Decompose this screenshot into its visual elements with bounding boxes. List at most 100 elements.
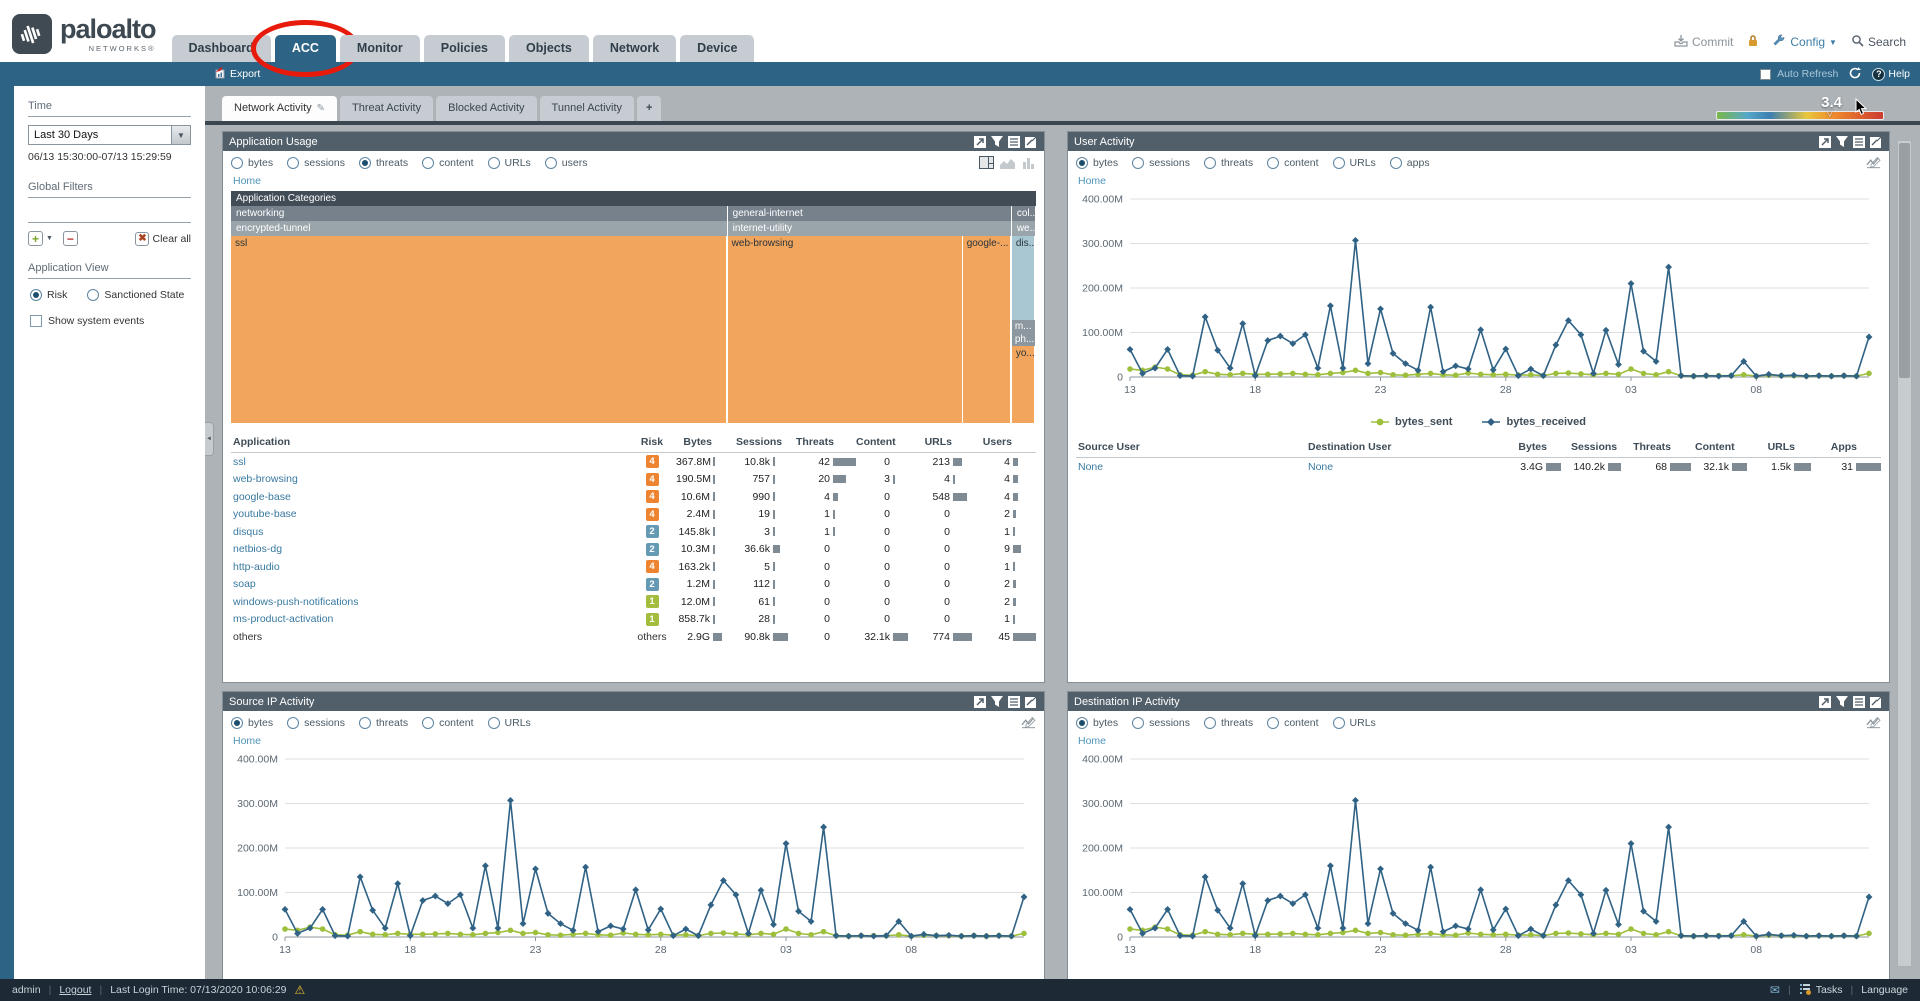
jump-to-logs-icon[interactable] xyxy=(1869,134,1883,149)
column-header[interactable]: Application xyxy=(233,436,291,448)
scrollbar-thumb[interactable] xyxy=(1899,143,1910,378)
application-link[interactable]: windows-push-notifications xyxy=(233,595,359,608)
radio-apps[interactable]: apps xyxy=(1389,156,1430,169)
radio-urls[interactable]: URLs xyxy=(1332,156,1376,169)
radio-button[interactable] xyxy=(1389,156,1402,169)
treemap-cell[interactable]: ssl xyxy=(231,236,727,423)
remove-filter-button[interactable]: − xyxy=(62,231,78,246)
add-tab-button[interactable]: + xyxy=(637,96,662,121)
jump-to-logs-icon[interactable] xyxy=(1869,694,1883,709)
application-link[interactable]: ssl xyxy=(233,455,246,468)
radio-button[interactable] xyxy=(358,156,371,169)
show-system-events-checkbox[interactable] xyxy=(30,315,42,327)
tasks-button[interactable]: Tasks xyxy=(1799,983,1843,998)
treemap-cell[interactable]: web-browsing xyxy=(727,236,963,423)
treemap-cell[interactable]: google-... xyxy=(962,236,1011,423)
acc-tab-blocked-activity[interactable]: Blocked Activity xyxy=(436,96,537,121)
column-header[interactable]: Sessions xyxy=(736,436,783,448)
line-graph-icon[interactable] xyxy=(1866,716,1881,729)
area-chart-icon[interactable] xyxy=(1000,156,1015,169)
config-menu[interactable]: Config ▼ xyxy=(1773,34,1837,50)
nav-tab-acc[interactable]: ACC xyxy=(250,20,360,77)
lock-icon[interactable] xyxy=(1747,34,1759,50)
application-link[interactable]: google-base xyxy=(233,490,291,503)
radio-risk[interactable]: Risk xyxy=(30,289,67,301)
column-header[interactable]: URLs xyxy=(1767,441,1795,453)
radio-urls[interactable]: URLs xyxy=(487,156,531,169)
sidebar-collapse-handle[interactable]: ◄ xyxy=(205,422,214,456)
filter-icon[interactable] xyxy=(990,695,1004,709)
radio-content[interactable]: content xyxy=(1267,156,1319,169)
application-link[interactable]: netbios-dg xyxy=(233,543,283,556)
treemap-category[interactable]: col... xyxy=(1011,206,1036,221)
radio-content[interactable]: content xyxy=(422,156,474,169)
radio-bytes[interactable]: bytes xyxy=(1076,156,1118,169)
chevron-down-icon[interactable]: ▼ xyxy=(171,126,190,144)
radio-threats[interactable]: threats xyxy=(1203,716,1253,729)
application-link[interactable]: soap xyxy=(233,578,256,591)
warning-icon[interactable]: ⚠ xyxy=(294,983,306,997)
radio-button[interactable] xyxy=(231,156,243,169)
line-graph-icon[interactable] xyxy=(1021,716,1036,729)
application-link[interactable]: disqus xyxy=(233,525,264,538)
show-system-events-toggle[interactable]: Show system events xyxy=(30,315,191,327)
nav-tab-network[interactable]: Network xyxy=(592,35,677,62)
radio-button[interactable] xyxy=(1076,716,1088,729)
radio-button[interactable] xyxy=(1076,156,1088,169)
auto-refresh-toggle[interactable]: Auto Refresh xyxy=(1760,68,1838,80)
filter-icon[interactable] xyxy=(1835,695,1849,709)
radio-button[interactable] xyxy=(1203,156,1216,169)
maximize-icon[interactable] xyxy=(1818,135,1832,149)
column-header[interactable]: Bytes xyxy=(1518,441,1547,453)
radio-button[interactable] xyxy=(544,156,557,169)
vertical-scrollbar[interactable] xyxy=(1897,140,1912,967)
column-header[interactable]: Source User xyxy=(1078,441,1140,453)
radio-sessions[interactable]: sessions xyxy=(1132,156,1190,169)
bar-chart-icon[interactable] xyxy=(1021,156,1036,169)
line-graph-icon[interactable] xyxy=(1866,156,1881,169)
messages-icon[interactable]: ✉ xyxy=(1769,983,1780,997)
export-button[interactable]: Export xyxy=(214,66,260,82)
treemap-cell[interactable]: dis... xyxy=(1011,236,1035,321)
radio-sanctioned-state[interactable]: Sanctioned State xyxy=(87,289,184,301)
radio-button[interactable] xyxy=(287,156,300,169)
radio-content[interactable]: content xyxy=(422,716,474,729)
maximize-icon[interactable] xyxy=(973,135,987,149)
acc-tab-tunnel-activity[interactable]: Tunnel Activity xyxy=(539,96,635,121)
radio-button[interactable] xyxy=(422,156,435,169)
nav-tab-monitor[interactable]: Monitor xyxy=(339,35,420,62)
column-header[interactable]: Threats xyxy=(1633,441,1671,453)
radio-button[interactable] xyxy=(287,716,300,729)
radio-button[interactable] xyxy=(231,716,243,729)
application-link[interactable]: web-browsing xyxy=(233,473,298,486)
breadcrumb-home-link[interactable]: Home xyxy=(233,175,262,187)
acc-tab-network-activity[interactable]: Network Activity ✎ xyxy=(222,96,338,121)
column-header[interactable]: Risk xyxy=(640,436,664,448)
radio-button[interactable] xyxy=(1132,156,1145,169)
dest-user-link[interactable]: None xyxy=(1308,460,1334,473)
column-header[interactable]: Apps xyxy=(1830,441,1857,453)
radio-button[interactable] xyxy=(487,156,500,169)
radio-button[interactable] xyxy=(1332,156,1345,169)
detail-list-icon[interactable] xyxy=(1852,695,1866,709)
treemap-subcategory[interactable]: we... xyxy=(1011,221,1036,236)
radio-button[interactable] xyxy=(87,289,100,301)
radio-urls[interactable]: URLs xyxy=(487,716,531,729)
radio-button[interactable] xyxy=(1267,716,1280,729)
radio-button[interactable] xyxy=(1203,716,1216,729)
detail-list-icon[interactable] xyxy=(1007,695,1021,709)
treemap-category[interactable]: networking xyxy=(231,206,728,221)
treemap-mini-header[interactable]: ph... xyxy=(1011,333,1035,347)
radio-threats[interactable]: threats xyxy=(358,716,408,729)
maximize-icon[interactable] xyxy=(973,695,987,709)
treemap-mini-header[interactable]: m... xyxy=(1011,320,1035,334)
chevron-down-icon[interactable]: ▼ xyxy=(46,235,53,242)
treemap-subcategory[interactable]: internet-utility xyxy=(727,221,1012,236)
logout-link[interactable]: Logout xyxy=(59,984,92,996)
filter-icon[interactable] xyxy=(990,135,1004,149)
column-header[interactable]: Destination User xyxy=(1308,441,1392,453)
column-header[interactable]: URLs xyxy=(924,436,952,448)
column-header[interactable]: Content xyxy=(1695,441,1735,453)
radio-sessions[interactable]: sessions xyxy=(287,716,345,729)
treemap-subcategory[interactable]: encrypted-tunnel xyxy=(231,221,728,236)
